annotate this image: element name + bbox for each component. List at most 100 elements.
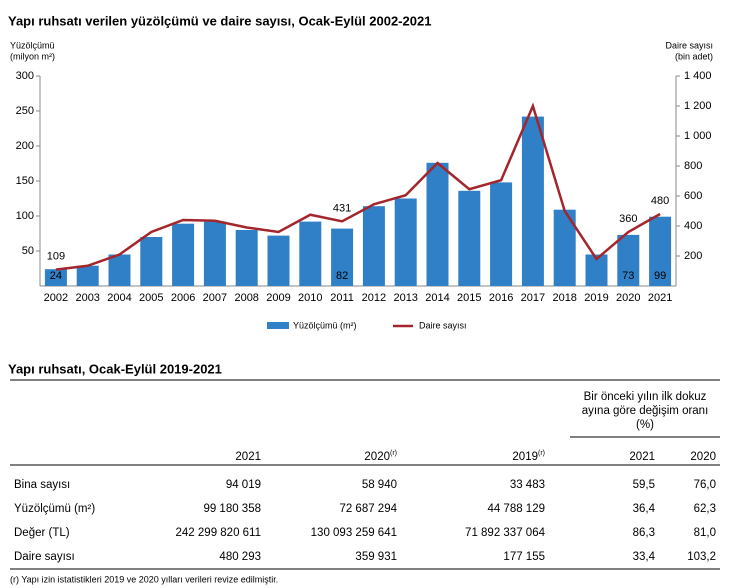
y2-tick-label: 400 xyxy=(684,220,702,232)
table-cell: 94 019 xyxy=(226,479,261,491)
bar xyxy=(458,190,481,286)
x-tick-label: 2019 xyxy=(584,292,608,304)
bar xyxy=(617,234,640,286)
bar xyxy=(140,237,163,286)
y2-tick-label: 1 000 xyxy=(684,130,712,142)
table-cell: 177 155 xyxy=(503,551,545,563)
y2-axis-title: Daire sayısı xyxy=(665,40,713,50)
x-tick-label: 2004 xyxy=(107,292,131,304)
x-tick-label: 2017 xyxy=(521,292,545,304)
x-tick-label: 2006 xyxy=(171,292,195,304)
table-cell: 71 892 337 064 xyxy=(465,527,546,539)
data-label: 99 xyxy=(654,270,666,282)
group-header: Bir önceki yılın ilk dokuz xyxy=(584,391,707,403)
bar xyxy=(394,198,417,286)
legend-label: Yüzölçümü (m²) xyxy=(293,320,357,330)
x-tick-label: 2010 xyxy=(298,292,322,304)
table-cell: 62,3 xyxy=(694,503,716,515)
y2-axis-title: (bin adet) xyxy=(675,51,713,61)
table-cell: 242 299 820 611 xyxy=(176,527,261,539)
bar xyxy=(76,265,99,286)
column-note: (r) xyxy=(390,450,397,457)
bar xyxy=(331,228,354,286)
column-header: 2020(r) xyxy=(364,450,397,463)
table-cell: 72 687 294 xyxy=(339,503,397,515)
group-header: ayına göre değişim oranı xyxy=(582,405,709,417)
row-label: Daire sayısı xyxy=(14,551,75,563)
column-year: 2021 xyxy=(629,451,655,463)
bar xyxy=(490,182,513,286)
bar xyxy=(172,223,195,286)
bar xyxy=(553,209,576,286)
group-header: (%) xyxy=(636,419,654,431)
column-year: 2020 xyxy=(364,451,390,463)
bar xyxy=(585,254,608,286)
data-label: 109 xyxy=(47,251,65,263)
bar xyxy=(362,206,385,286)
x-tick-label: 2015 xyxy=(457,292,481,304)
legend-label: Daire sayısı xyxy=(419,320,467,330)
x-tick-label: 2005 xyxy=(139,292,163,304)
table-cell: 99 180 358 xyxy=(203,503,261,515)
bar xyxy=(426,162,449,286)
y-axis-title: Yüzölçümü xyxy=(10,40,55,50)
y2-tick-label: 1 400 xyxy=(684,70,712,82)
y-axis-title: (milyon m²) xyxy=(10,51,55,61)
x-tick-label: 2012 xyxy=(362,292,386,304)
column-year: 2019 xyxy=(512,451,538,463)
data-label: 24 xyxy=(50,270,62,282)
row-label: Yüzölçümü (m²) xyxy=(14,503,95,515)
y-tick-label: 100 xyxy=(16,210,34,222)
x-tick-label: 2020 xyxy=(616,292,640,304)
table-cell: 36,4 xyxy=(633,503,656,515)
legend-swatch xyxy=(267,322,289,329)
table-cell: 480 293 xyxy=(219,551,261,563)
column-header: 2019(r) xyxy=(512,450,545,463)
table-cell: 81,0 xyxy=(694,527,716,539)
column-header: 2021 xyxy=(629,451,655,463)
line xyxy=(55,102,661,271)
bar xyxy=(235,230,258,286)
table-cell: 86,3 xyxy=(633,527,655,539)
x-tick-label: 2011 xyxy=(330,292,354,304)
y2-tick-label: 600 xyxy=(684,190,702,202)
bar xyxy=(299,221,322,286)
table-cell: 44 788 129 xyxy=(487,503,545,515)
table-cell: 359 931 xyxy=(355,551,397,563)
row-label: Değer (TL) xyxy=(14,527,70,539)
y-tick-label: 250 xyxy=(16,105,34,117)
bar xyxy=(44,269,67,286)
y-tick-label: 150 xyxy=(16,175,34,187)
x-tick-label: 2013 xyxy=(393,292,417,304)
table-cell: 33 483 xyxy=(510,479,545,491)
x-tick-label: 2014 xyxy=(425,292,449,304)
y-tick-label: 50 xyxy=(22,245,34,257)
table-cell: 59,5 xyxy=(633,479,655,491)
table-title: Yapı ruhsatı, Ocak-Eylül 2019-2021 xyxy=(8,361,222,376)
y-tick-label: 200 xyxy=(16,140,34,152)
bar xyxy=(267,235,290,286)
table-cell: 76,0 xyxy=(694,479,716,491)
row-label: Bina sayısı xyxy=(14,479,70,491)
data-label: 82 xyxy=(336,270,348,282)
table-cell: 58 940 xyxy=(362,479,397,491)
column-year: 2020 xyxy=(690,451,716,463)
y2-tick-label: 1 200 xyxy=(684,100,712,112)
footnote: (r) Yapı izin istatistikleri 2019 ve 202… xyxy=(10,574,278,584)
x-tick-label: 2016 xyxy=(489,292,513,304)
x-tick-label: 2018 xyxy=(552,292,576,304)
x-tick-label: 2007 xyxy=(203,292,227,304)
table-cell: 130 093 259 641 xyxy=(311,527,397,539)
x-tick-label: 2009 xyxy=(266,292,290,304)
column-header: 2020 xyxy=(690,451,716,463)
x-tick-label: 2021 xyxy=(648,292,672,304)
x-tick-label: 2003 xyxy=(75,292,99,304)
bar xyxy=(649,216,672,286)
x-tick-label: 2002 xyxy=(44,292,68,304)
chart-title: Yapı ruhsatı verilen yüzölçümü ve daire … xyxy=(8,13,431,28)
data-label: 480 xyxy=(651,195,669,207)
table-cell: 33,4 xyxy=(633,551,656,563)
bar xyxy=(521,116,544,286)
